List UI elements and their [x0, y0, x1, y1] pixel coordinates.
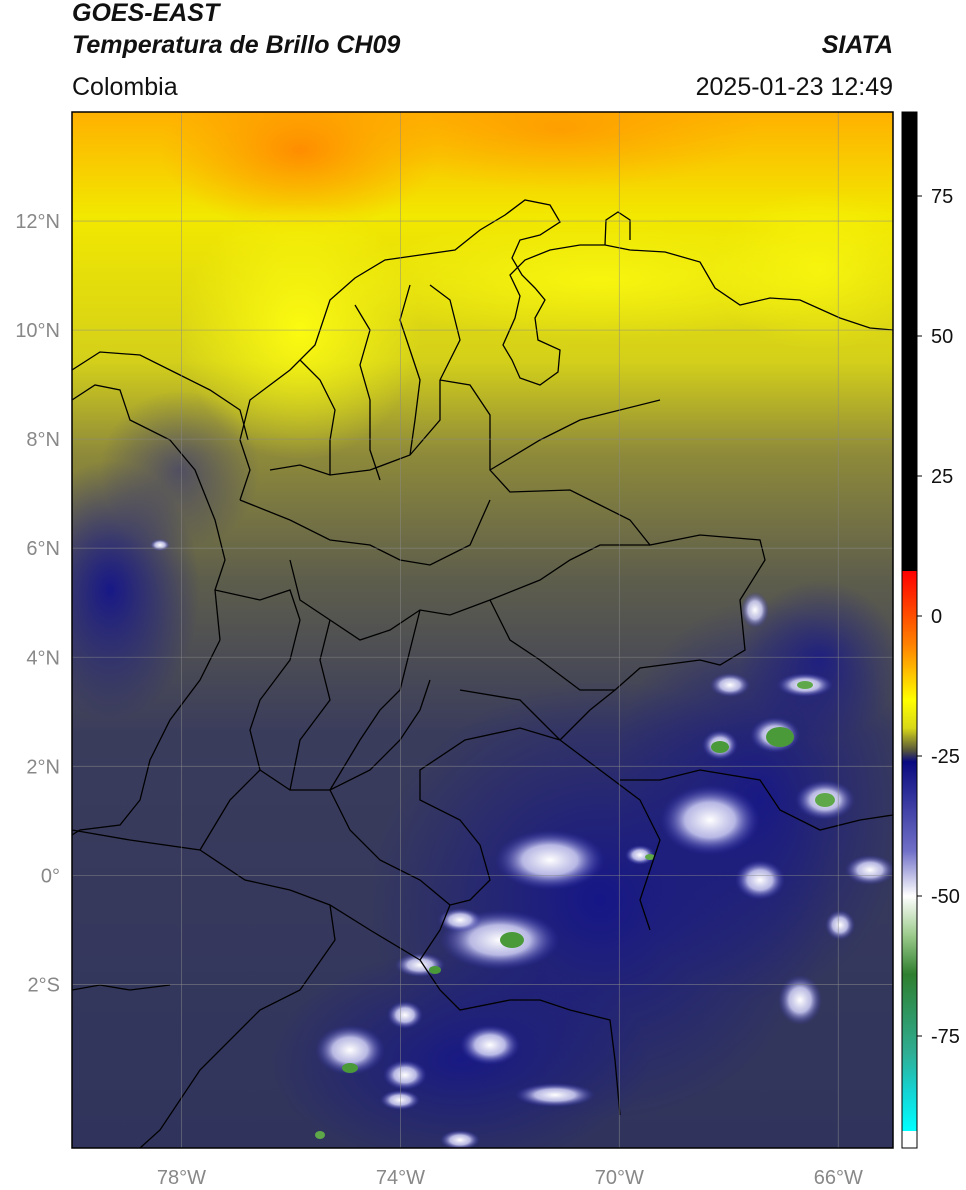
longitude-tick-labels: 78°W 74°W 70°W 66°W	[157, 1167, 863, 1189]
department-boundary-11	[489, 599, 615, 691]
colorbar-tick-label: -75	[931, 1026, 960, 1048]
lon-tick-label: 78°W	[157, 1167, 206, 1189]
department-boundary-4	[354, 304, 381, 481]
organization-label: SIATA	[821, 31, 893, 59]
department-boundary-6	[429, 284, 461, 381]
paraguana-peninsula	[604, 211, 631, 246]
department-boundary-12	[459, 689, 561, 741]
department-boundary-7	[289, 544, 650, 641]
title-product: Temperatura de Brillo CH09	[72, 31, 401, 59]
satellite-imagery	[72, 112, 893, 1148]
colorbar-tick-label: -25	[931, 746, 960, 768]
department-boundary-13	[329, 789, 451, 906]
lon-tick-label: 66°W	[814, 1167, 863, 1189]
lat-tick-label: 4°N	[26, 647, 60, 669]
caribbean-coastline	[239, 199, 893, 441]
panama-south-coast	[72, 384, 226, 641]
colombia-venezuela-border	[439, 379, 766, 741]
timestamp-label: 2025-01-23 12:49	[695, 73, 893, 101]
venezuela-brazil-border	[620, 769, 893, 831]
lon-tick-label: 70°W	[595, 1167, 644, 1189]
map-frame	[71, 111, 894, 1149]
colorbar-tick-label: -50	[931, 886, 960, 908]
lat-tick-label: 2°N	[26, 756, 60, 778]
colombia-ecuador-peru-border	[72, 829, 421, 961]
department-boundary-9	[289, 619, 331, 791]
lat-tick-label: 12°N	[15, 211, 60, 233]
department-boundary-10	[329, 609, 421, 791]
department-boundary-14	[199, 769, 261, 851]
boundary-lines	[72, 199, 893, 1148]
graticule	[72, 112, 893, 1148]
lat-tick-label: 2°S	[28, 974, 60, 996]
pacific-coastline	[72, 639, 221, 836]
colorbar-tick-label: 50	[931, 326, 953, 348]
lat-tick-label: 0°	[41, 865, 60, 887]
colorbar-tick-label: 75	[931, 186, 953, 208]
peru-north-border	[139, 904, 336, 1148]
region-label: Colombia	[72, 73, 178, 101]
colorbar-scale	[901, 111, 918, 1149]
panama-isthmus	[72, 351, 249, 441]
colorbar: 75 50 25 0 -25 -50 -75	[901, 111, 960, 1149]
latitude-tick-labels: 12°N 10°N 8°N 6°N 4°N 2°N 0° 2°S	[15, 211, 60, 996]
brazil-interior-border	[559, 739, 661, 931]
department-boundary-2	[269, 380, 441, 476]
ecuador-south-border	[72, 984, 171, 991]
department-boundary-8	[214, 589, 431, 791]
lat-tick-label: 10°N	[15, 320, 60, 342]
department-boundary-3	[299, 359, 336, 475]
department-boundary-15	[239, 439, 251, 501]
lon-tick-label: 74°W	[376, 1167, 425, 1189]
colorbar-tick-label: 25	[931, 466, 953, 488]
department-boundary-5	[399, 284, 421, 456]
colombia-brazil-border	[419, 727, 621, 1116]
title-satellite: GOES-EAST	[72, 0, 220, 27]
lat-tick-label: 8°N	[26, 429, 60, 451]
colorbar-tick-label: 0	[931, 606, 942, 628]
lat-tick-label: 6°N	[26, 538, 60, 560]
venezuela-state-boundary	[489, 399, 661, 471]
colorbar-tick-labels: 75 50 25 0 -25 -50 -75	[917, 186, 960, 1048]
